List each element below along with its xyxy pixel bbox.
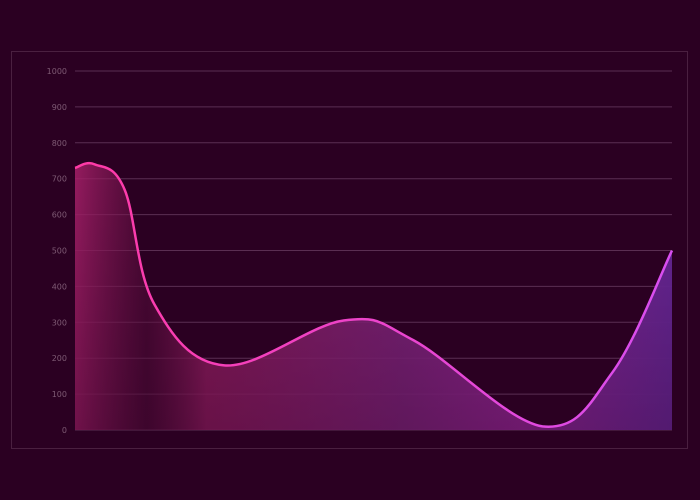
y-tick-label-400: 400 [52, 282, 67, 291]
y-tick-label-800: 800 [52, 139, 67, 148]
y-tick-label-300: 300 [52, 318, 67, 327]
y-axis-tick-labels: 0 100 200 300 400 500 600 700 800 900 1000 [47, 67, 67, 435]
y-tick-label-500: 500 [52, 247, 67, 256]
y-tick-label-600: 600 [52, 211, 67, 220]
y-tick-label-1000: 1000 [47, 67, 67, 76]
y-tick-label-700: 700 [52, 175, 67, 184]
series-line [74, 161, 674, 428]
y-tick-label-200: 200 [52, 354, 67, 363]
y-tick-label-100: 100 [52, 390, 67, 399]
y-tick-label-0: 0 [62, 426, 67, 435]
y-tick-label-900: 900 [52, 103, 67, 112]
series-area-shade [75, 163, 672, 431]
chart-frame [11, 51, 688, 449]
